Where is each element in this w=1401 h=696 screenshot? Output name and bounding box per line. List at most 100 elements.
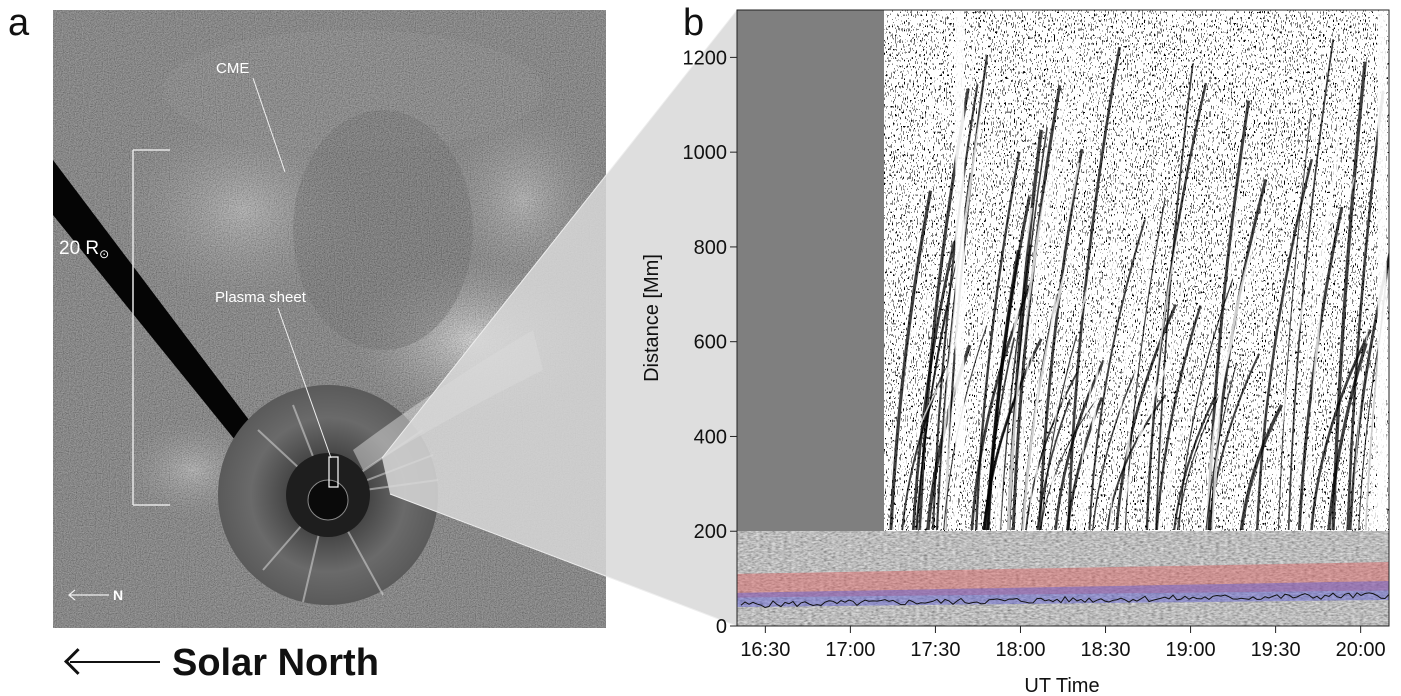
panel-a-label: a [8, 2, 30, 44]
jet-streak [1281, 67, 1326, 530]
jet-streak [985, 249, 1021, 530]
y-axis-label: Distance [Mm] [641, 254, 663, 382]
jet-streak [1310, 329, 1372, 530]
jet-streak [1178, 279, 1234, 530]
x-tick-label: 16:30 [740, 639, 790, 661]
jet-streak [1011, 85, 1062, 530]
bright-feature [955, 10, 965, 452]
scale-bar-label: 20 R [59, 238, 99, 259]
jet-streak [932, 84, 979, 530]
jet-streak [1346, 90, 1385, 530]
y-tick-label: 0 [716, 616, 727, 638]
plasma-sheet-label: Plasma sheet [215, 289, 307, 306]
jet-streak [1080, 329, 1118, 530]
jet-streak [1040, 400, 1096, 530]
jet-streak [1017, 115, 1077, 530]
north-marker-label: N [113, 587, 123, 603]
jet-streak [1351, 175, 1389, 530]
jet-streak [1076, 175, 1136, 530]
jet-streak [1067, 46, 1121, 530]
profile-line [740, 592, 1390, 608]
jet-streak [1358, 285, 1389, 530]
distance-band [737, 562, 1389, 598]
jet-streak [1277, 109, 1312, 530]
y-tick-label: 800 [694, 237, 727, 259]
heatmap-area [736, 9, 1390, 627]
jet-streak [997, 207, 1033, 530]
y-tick-label: 1000 [683, 142, 728, 164]
jet-streak [1155, 63, 1194, 530]
jet-streak [970, 281, 1033, 530]
jet-streak [1022, 237, 1076, 530]
jet-streak [1028, 76, 1081, 530]
jet-streak [1304, 177, 1355, 530]
y-tick-label: 400 [694, 426, 727, 448]
jet-streak [1085, 154, 1126, 530]
x-tick-label: 19:00 [1166, 639, 1216, 661]
x-axis-label: UT Time [1024, 675, 1099, 696]
jet-streak [952, 314, 1014, 530]
jet-streak [1032, 162, 1080, 530]
jet-streak [889, 190, 933, 530]
solar-north-caption: Solar North [70, 642, 379, 685]
jet-streak [1211, 139, 1246, 530]
jet-streak [977, 200, 1021, 530]
x-tick-label: 17:00 [825, 639, 875, 661]
sun-symbol-icon: ⊙ [99, 247, 109, 261]
left-arrow-icon [70, 660, 160, 663]
jet-streak [1120, 338, 1182, 530]
jet-streak [1208, 353, 1261, 530]
jet-streak [1173, 396, 1216, 530]
jet-streaks [884, 10, 1389, 530]
jet-streak [1081, 221, 1143, 530]
jet-streak [974, 151, 1021, 530]
bright-feature [1377, 11, 1387, 530]
jet-streak [1165, 303, 1207, 530]
jet-streak [1079, 241, 1123, 530]
jet-streak [1054, 359, 1105, 530]
svg-text:20 R⊙: 20 R⊙ [59, 238, 109, 261]
jet-streak [1109, 227, 1155, 530]
jet-streak [1368, 319, 1389, 530]
jet-streak [1040, 334, 1078, 530]
y-tick-label: 600 [694, 332, 727, 354]
jet-streak [1121, 213, 1159, 530]
jet-streak [1088, 219, 1146, 530]
jet-streak [892, 382, 941, 530]
colored-bands [737, 562, 1389, 608]
jet-streak [1006, 122, 1061, 530]
solar-north-label: Solar North [172, 642, 379, 684]
jet-streak [1065, 397, 1104, 530]
x-tick-label: 18:30 [1080, 639, 1130, 661]
jet-streak [1038, 148, 1084, 530]
cme-label: CME [216, 60, 249, 77]
jet-streak [911, 241, 956, 530]
jet-streak [1158, 374, 1211, 530]
distance-band [737, 580, 1389, 608]
jet-streak [1287, 39, 1335, 530]
jet-streak [1205, 362, 1238, 530]
x-axis: 16:30 17:00 17:30 18:00 18:30 19:00 19:30 20:00 [740, 626, 1386, 661]
jet-streak [1327, 342, 1368, 530]
y-axis: 0 200 400 600 800 1000 1200 [683, 47, 737, 638]
jet-streak [1204, 203, 1268, 530]
x-tick-label: 18:00 [995, 639, 1045, 661]
jet-streak [1230, 328, 1290, 530]
x-tick-label: 20:00 [1336, 639, 1386, 661]
jet-streak [1294, 262, 1328, 530]
panel-b-label: b [683, 2, 705, 44]
x-tick-label: 17:30 [910, 639, 960, 661]
jet-streak [1239, 404, 1284, 530]
jet-streak [1270, 255, 1317, 530]
y-tick-label: 1200 [683, 47, 728, 69]
jet-streak [1048, 79, 1102, 530]
x-tick-label: 19:30 [1251, 639, 1301, 661]
jet-streak [1155, 305, 1202, 530]
jet-streak [1015, 79, 1075, 530]
jet-streak [1142, 161, 1194, 530]
jet-streak [1255, 158, 1314, 530]
y-tick-label: 200 [694, 521, 727, 543]
jet-streak [1115, 304, 1178, 530]
